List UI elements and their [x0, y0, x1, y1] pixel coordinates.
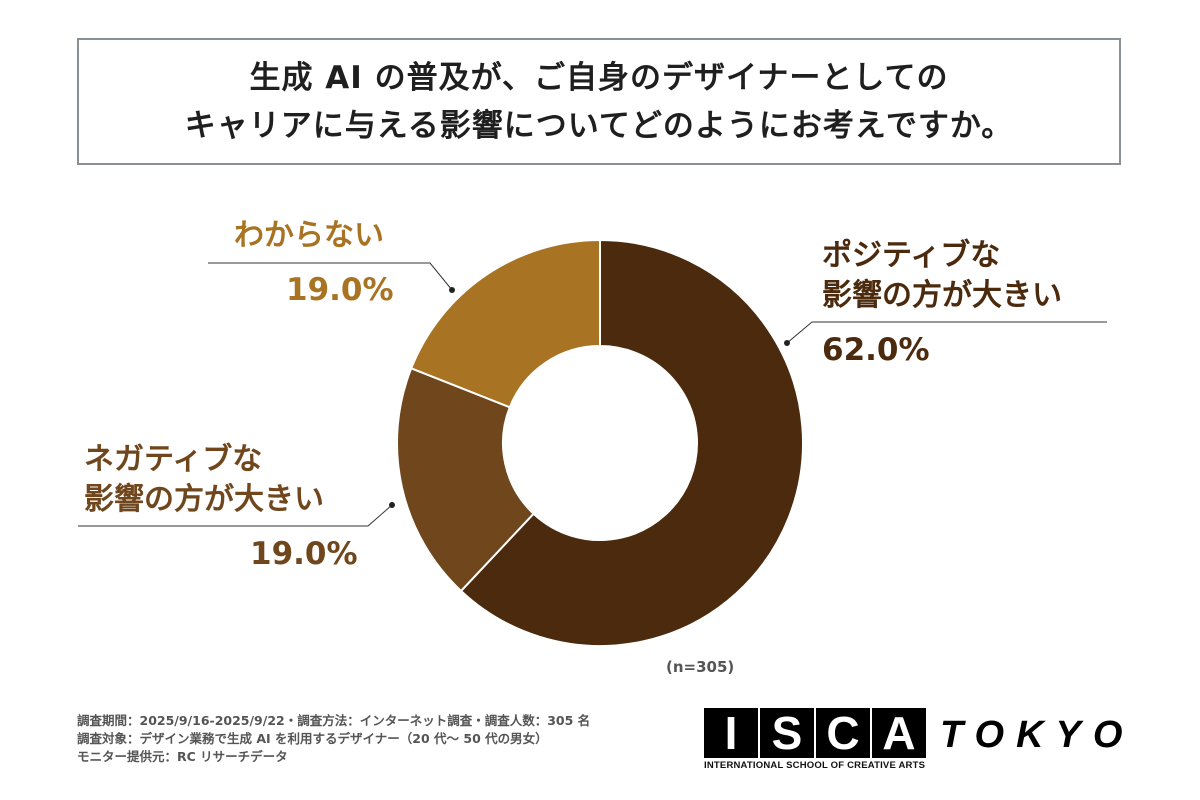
label-negative-line1: ネガティブな [84, 442, 263, 477]
label-positive-line1: ポジティブな [822, 238, 1001, 273]
title-line-1: 生成 AI の普及が、ご自身のデザイナーとしての [249, 59, 949, 96]
leader-line-negative [78, 504, 393, 527]
logo-subtitle: INTERNATIONAL SCHOOL OF CREATIVE ARTS [704, 760, 926, 771]
leader-line-positive [786, 321, 1107, 344]
logo-letter: I [704, 707, 758, 759]
title-line-2: キャリアに与える影響についてどのようにお考えですか。 [184, 107, 1014, 144]
logo-city: TOKYO [940, 714, 1135, 756]
label-unknown: わからない 19.0% [234, 216, 394, 310]
note-line: モニター提供元：RC リサーチデータ [77, 749, 288, 764]
logo-letter: A [872, 707, 926, 759]
label-unknown-pct: 19.0% [286, 272, 394, 308]
label-positive: ポジティブな 影響の方が大きい 62.0% [822, 236, 1062, 370]
sample-size: (n=305) [666, 658, 735, 676]
label-negative-pct: 19.0% [250, 536, 358, 572]
donut-slice-1 [396, 366, 536, 593]
note-line: 調査対象：デザイン業務で生成 AI を利用するデザイナー（20 代〜 50 代の… [77, 731, 548, 746]
label-negative-line2: 影響の方が大きい [84, 482, 324, 517]
logo-letter: C [816, 707, 870, 759]
label-positive-pct: 62.0% [822, 332, 930, 368]
leader-dot-positive [784, 340, 790, 346]
survey-notes: 調査期間：2025/9/16-2025/9/22・調査方法：インターネット調査・… [77, 712, 590, 766]
note-line: 調査期間：2025/9/16-2025/9/22・調査方法：インターネット調査・… [77, 713, 591, 728]
leader-dot-unknown [449, 287, 455, 293]
label-unknown-line1: わからない [234, 218, 384, 253]
logo-letter: S [760, 707, 814, 759]
leader-line-unknown [208, 262, 453, 291]
leader-dot-negative [389, 502, 395, 508]
label-positive-line2: 影響の方が大きい [822, 278, 1062, 313]
isca-logo: I S C A INTERNATIONAL SCHOOL OF CREATIVE… [704, 707, 926, 771]
label-negative: ネガティブな 影響の方が大きい 19.0% [84, 440, 358, 574]
donut-slice-2 [409, 238, 601, 409]
title-box: 生成 AI の普及が、ご自身のデザイナーとしての キャリアに与える影響についてど… [77, 38, 1121, 165]
donut-slice-0 [459, 238, 804, 647]
